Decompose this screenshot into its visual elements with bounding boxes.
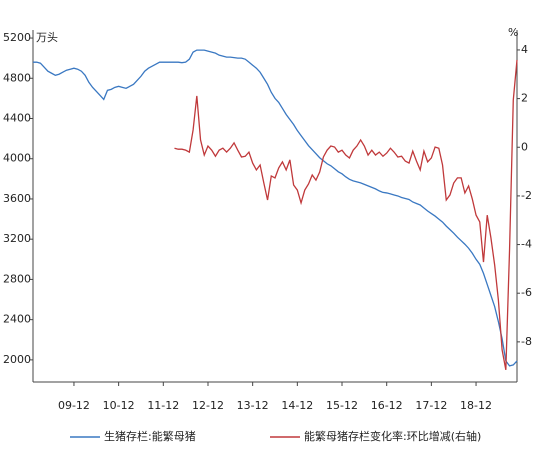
- series-line: [174, 59, 518, 370]
- y2-tick-label: -2: [521, 189, 532, 202]
- x-tick-label: 17-12: [415, 399, 447, 412]
- y-axis-unit: 万头: [36, 31, 58, 44]
- y-tick-label: 4000: [3, 152, 31, 165]
- x-tick-label: 18-12: [460, 399, 492, 412]
- y2-tick-label: 2: [521, 92, 528, 105]
- y-tick-label: 4800: [3, 71, 31, 84]
- y-tick-label: 4400: [3, 112, 31, 125]
- series-line: [33, 49, 518, 367]
- x-tick-label: 14-12: [281, 399, 313, 412]
- y2-tick-label: -8: [521, 335, 532, 348]
- x-tick-label: 13-12: [237, 399, 269, 412]
- x-tick-label: 15-12: [326, 399, 358, 412]
- y2-tick-label: -4: [521, 238, 532, 251]
- x-tick-label: 11-12: [147, 399, 179, 412]
- y2-tick-label: 4: [521, 43, 528, 56]
- x-tick-label: 09-12: [58, 399, 90, 412]
- y-tick-label: 2800: [3, 272, 31, 285]
- x-tick-label: 16-12: [371, 399, 403, 412]
- legend-label: 生猪存栏:能繁母猪: [104, 429, 196, 443]
- y-tick-label: 2000: [3, 353, 31, 366]
- y-tick-label: 5200: [3, 31, 31, 44]
- x-tick-label: 10-12: [103, 399, 135, 412]
- y-tick-label: 3200: [3, 232, 31, 245]
- y-tick-label: 2400: [3, 313, 31, 326]
- y-tick-label: 3600: [3, 192, 31, 205]
- x-tick-label: 12-12: [192, 399, 224, 412]
- y2-tick-label: -6: [521, 286, 532, 299]
- y2-axis-unit: %: [508, 26, 518, 39]
- legend-label: 能繁母猪存栏变化率:环比增减(右轴): [304, 429, 481, 443]
- y2-tick-label: 0: [521, 140, 528, 153]
